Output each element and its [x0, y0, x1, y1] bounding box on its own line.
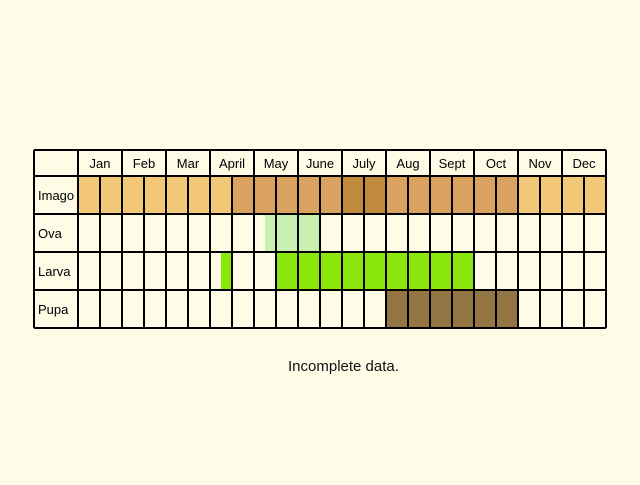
month-label-april: April [219, 156, 245, 171]
month-label-feb: Feb [133, 156, 155, 171]
month-label-mar: Mar [177, 156, 200, 171]
month-label-june: June [306, 156, 334, 171]
stage-label-pupa: Pupa [38, 302, 69, 317]
month-label-jan: Jan [90, 156, 111, 171]
period-bar-imago-1 [232, 176, 342, 214]
month-label-aug: Aug [396, 156, 419, 171]
period-bar-ova-0 [265, 214, 320, 252]
period-bar-larva-0 [221, 252, 232, 290]
month-label-may: May [264, 156, 289, 171]
stage-label-larva: Larva [38, 264, 71, 279]
month-label-dec: Dec [572, 156, 596, 171]
period-bar-larva-1 [276, 252, 474, 290]
stage-label-imago: Imago [38, 188, 74, 203]
month-label-nov: Nov [528, 156, 552, 171]
stage-label-ova: Ova [38, 226, 63, 241]
month-label-oct: Oct [486, 156, 507, 171]
month-label-july: July [352, 156, 376, 171]
period-bar-imago-0 [78, 176, 232, 214]
month-label-sept: Sept [439, 156, 466, 171]
chart-note: Incomplete data. [288, 358, 399, 375]
